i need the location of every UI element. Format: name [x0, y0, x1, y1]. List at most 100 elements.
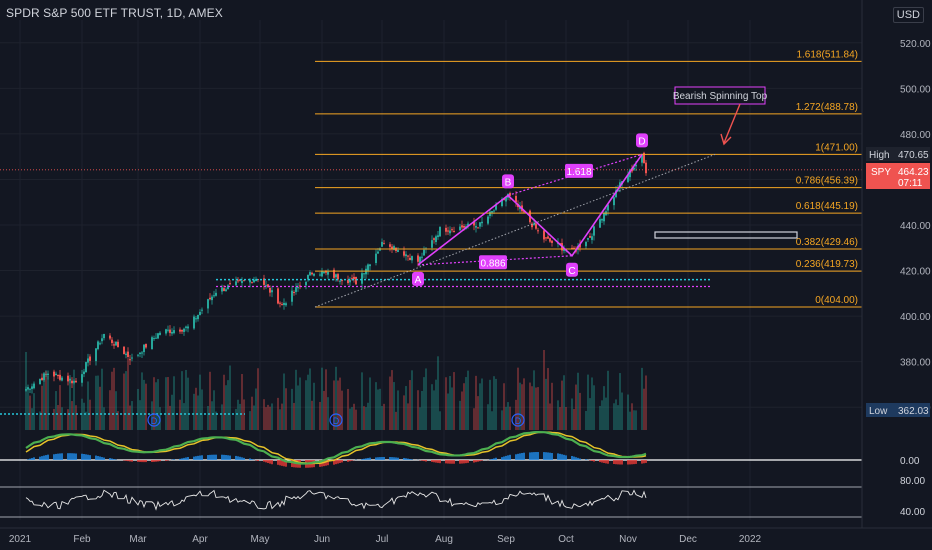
volume-bar	[607, 370, 609, 430]
oscillator-1-hist	[575, 457, 577, 460]
time-tick-label: 2021	[9, 534, 32, 545]
volume-bar	[605, 397, 607, 430]
time-tick-label: 2022	[739, 534, 762, 545]
oscillator-1-hist	[531, 452, 533, 460]
spy-label-box	[866, 163, 930, 189]
candle-body	[313, 273, 315, 276]
oscillator-1-hist	[69, 453, 71, 460]
candle-body	[417, 255, 419, 262]
oscillator-1-hist	[537, 452, 539, 460]
volume-bar	[199, 374, 201, 430]
candle-body	[45, 373, 47, 375]
oscillator-1-hist	[409, 459, 411, 460]
oscillator-1-hist	[411, 459, 413, 460]
time-tick-label: Jul	[376, 534, 389, 545]
oscillator-1-hist	[375, 457, 377, 460]
time-tick-label: Apr	[192, 534, 208, 545]
time-axis[interactable]: 2021 Feb Mar Apr May Jun Jul Aug Sep Oct Nov Dec 202…	[0, 527, 932, 545]
oscillator-1-hist	[551, 453, 553, 460]
candle-body	[495, 204, 497, 210]
candle-body	[489, 211, 491, 217]
candle-body	[297, 287, 299, 289]
volume-bar	[129, 405, 131, 430]
volume-bar	[75, 405, 77, 430]
oscillator-1-hist	[165, 460, 167, 461]
volume-bar	[29, 395, 31, 430]
oscillator-1-hist	[125, 460, 127, 461]
oscillator-1-hist	[605, 460, 607, 464]
time-tick-label: Oct	[558, 534, 574, 545]
oscillator-1-hist	[383, 456, 385, 460]
volume-bar	[575, 384, 577, 430]
candle-body	[171, 331, 173, 334]
volume-bar	[495, 378, 497, 430]
spy-label-countdown: 07:11	[898, 178, 923, 189]
candle-body	[435, 236, 437, 243]
oscillator-2: 80.00 40.00	[0, 476, 925, 518]
volume-bar	[257, 368, 259, 430]
volume-bar	[97, 375, 99, 430]
candle-body	[183, 328, 185, 332]
oscillator-1-hist	[29, 458, 31, 460]
volume-bar	[477, 396, 479, 430]
dividend-icon[interactable]	[147, 413, 161, 427]
oscillator-1-hist	[155, 460, 157, 462]
volume-bar	[117, 411, 119, 430]
volume-bar	[557, 400, 559, 430]
volume-bar	[521, 384, 523, 430]
volume-bar	[227, 380, 229, 430]
volume-bar	[141, 372, 143, 430]
volume-bar	[503, 383, 505, 430]
volume-bar	[143, 379, 145, 430]
candle-body	[115, 341, 117, 346]
volume-bar	[587, 374, 589, 430]
oscillator-1-hist	[81, 453, 83, 460]
candle-body	[337, 274, 339, 280]
volume-bar	[559, 407, 561, 430]
volume-bar	[601, 400, 603, 430]
oscillator-1-hist	[403, 457, 405, 460]
oscillator-1-hist	[227, 455, 229, 460]
oscillator-1-hist	[505, 455, 507, 460]
volume-bar	[85, 411, 87, 430]
volume-bar	[137, 388, 139, 430]
oscillator-2-axis-label-top: 80.00	[900, 476, 925, 487]
oscillator-1-hist	[393, 457, 395, 460]
volume-bar	[89, 399, 91, 430]
oscillator-1-hist	[615, 460, 617, 465]
oscillator-1-hist	[237, 456, 239, 460]
volume-bar	[591, 377, 593, 430]
volume-bar	[33, 393, 35, 430]
volume-bar	[493, 376, 495, 430]
oscillator-1-hist	[89, 455, 91, 460]
oscillator-1-hist	[619, 460, 621, 465]
oscillator-1-hist	[157, 460, 159, 462]
candle-body	[97, 341, 99, 350]
candle-body	[549, 238, 551, 242]
candle-body	[185, 326, 187, 328]
oscillator-1-hist	[223, 454, 225, 460]
oscillator-1-hist	[83, 454, 85, 460]
candle-body	[125, 353, 127, 355]
candle-body	[349, 280, 351, 283]
dividend-icon[interactable]	[329, 413, 343, 427]
oscillator-1-hist	[397, 457, 399, 460]
fib-level-label: 1(471.00)	[815, 142, 858, 153]
currency-button[interactable]: USD	[892, 7, 924, 23]
dividend-icon[interactable]	[511, 413, 525, 427]
oscillator-1-hist	[201, 455, 203, 460]
volume-bar	[111, 371, 113, 430]
volume-bar	[213, 390, 215, 430]
candle-body	[131, 357, 133, 359]
candle-body	[237, 280, 239, 282]
oscillator-1-hist	[341, 460, 343, 463]
oscillator-1-hist	[445, 460, 447, 464]
volume-bar	[197, 395, 199, 430]
candle-body	[39, 378, 41, 385]
volume-bar	[467, 370, 469, 430]
volume-bar	[61, 407, 63, 430]
oscillator-1-hist	[269, 460, 271, 464]
volume-bar	[271, 403, 273, 430]
candle-body	[403, 251, 405, 256]
